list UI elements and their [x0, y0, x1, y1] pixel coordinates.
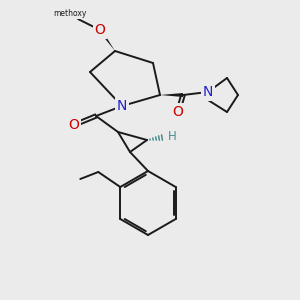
Polygon shape	[160, 93, 183, 97]
Text: O: O	[94, 23, 105, 37]
Text: N: N	[117, 99, 127, 113]
Text: methoxy: methoxy	[53, 10, 87, 19]
Text: O: O	[172, 105, 183, 119]
Text: O: O	[69, 118, 80, 132]
Text: H: H	[168, 130, 176, 143]
Polygon shape	[99, 29, 115, 51]
Text: N: N	[203, 85, 213, 99]
